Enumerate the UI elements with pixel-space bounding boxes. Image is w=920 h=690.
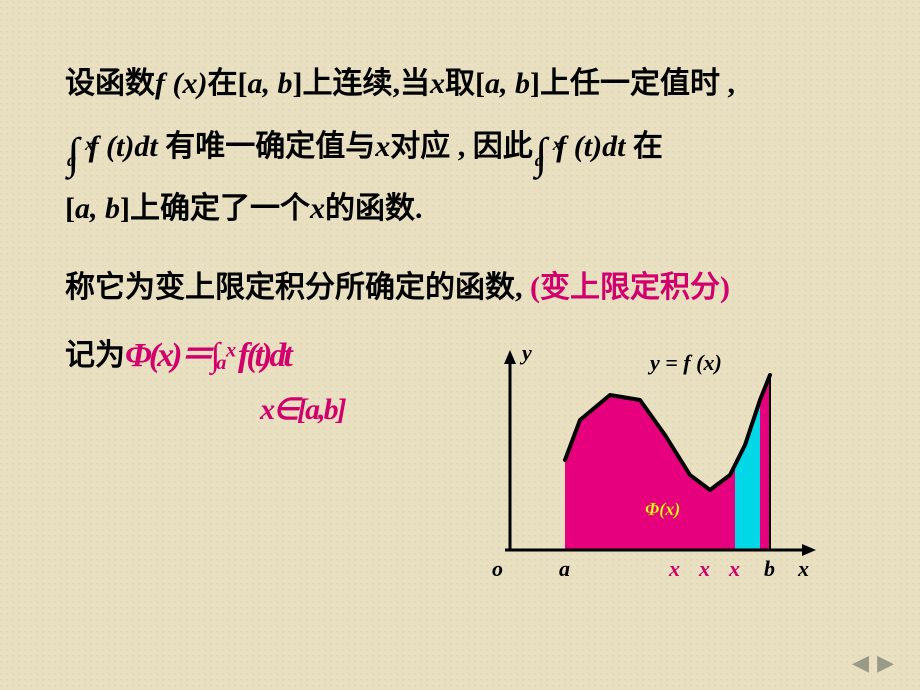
math-ab: a, b xyxy=(247,67,292,100)
svg-text:y = f (x): y = f (x) xyxy=(647,350,722,375)
svg-text:a: a xyxy=(559,556,570,581)
svg-text:x: x xyxy=(668,556,680,581)
svg-text:x: x xyxy=(698,556,710,581)
txt: 设函数 xyxy=(65,67,155,100)
txt: 称它为变上限定积分所确定的函数, xyxy=(65,271,530,304)
txt: ]上确定了一个 xyxy=(120,192,310,225)
line-2: ∫ax f (t)dt 有唯一确定值与x对应 , 因此∫ax f (t)dt 在 xyxy=(65,118,860,177)
line-4: 称它为变上限定积分所确定的函数, (变上限定积分) xyxy=(65,259,860,318)
prev-icon[interactable]: ◀ xyxy=(852,650,877,675)
svg-text:o: o xyxy=(492,556,503,581)
txt: 取[ xyxy=(445,67,485,100)
txt: 有唯一确定值与 xyxy=(158,130,376,163)
highlight: (变上限定积分) xyxy=(530,271,730,304)
next-icon[interactable]: ▶ xyxy=(877,650,902,675)
svg-text:b: b xyxy=(764,556,775,581)
txt: 在 xyxy=(625,130,663,163)
svg-text:y: y xyxy=(519,340,532,365)
formula-phi: Φ(x)＝∫ₐˣ f(t)dt xyxy=(125,323,290,389)
txt: 记为 xyxy=(65,327,125,386)
txt: ]上任一定值时 , xyxy=(530,67,735,100)
txt: 的函数. xyxy=(325,192,423,225)
math-ftdt: f (t)dt xyxy=(89,130,158,163)
integral-chart: yy = f (x)Φ(x)oaxxxbx xyxy=(480,340,820,590)
math-ab: a, b xyxy=(485,67,530,100)
line-1: 设函数f (x)在[a, b]上连续,当x取[a, b]上任一定值时 , xyxy=(65,55,860,114)
svg-text:Φ(x): Φ(x) xyxy=(645,499,680,520)
svg-text:x: x xyxy=(797,556,809,581)
txt: 对应 , 因此 xyxy=(390,130,533,163)
math-x: x xyxy=(430,67,445,100)
txt: ]上连续,当 xyxy=(292,67,430,100)
math-x: x xyxy=(310,192,325,225)
txt: 在[ xyxy=(207,67,247,100)
chart-svg: yy = f (x)Φ(x)oaxxxbx xyxy=(480,340,820,590)
math-fx: f (x) xyxy=(155,67,207,100)
math-x: x xyxy=(375,130,390,163)
slide: 设函数f (x)在[a, b]上连续,当x取[a, b]上任一定值时 , ∫ax… xyxy=(0,0,920,690)
svg-text:x: x xyxy=(728,556,740,581)
nav-arrows: ◀▶ xyxy=(852,650,902,676)
line-3: [a, b]上确定了一个x的函数. xyxy=(65,180,860,239)
math-ab: a, b xyxy=(75,192,120,225)
txt: [ xyxy=(65,192,75,225)
math-ftdt: f (t)dt xyxy=(556,130,625,163)
